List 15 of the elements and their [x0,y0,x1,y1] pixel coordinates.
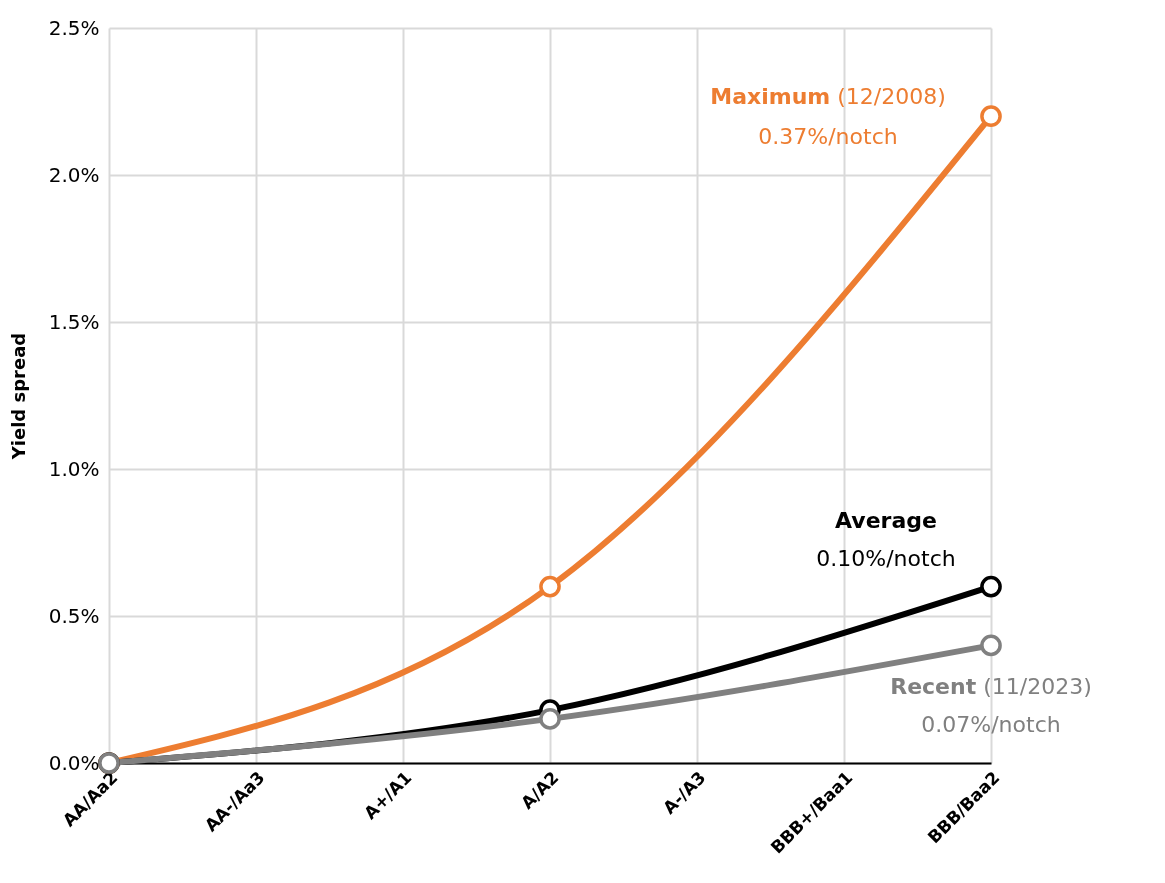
y-axis-title: Yield spread [7,332,29,461]
y-tick-label: 0.5% [48,603,100,628]
y-tick-label: 2.0% [48,162,100,187]
text: Average [835,507,937,533]
text: Maximum [710,84,831,110]
annotation: 0.07%/notch [921,712,1061,738]
y-tick-label: 1.0% [48,456,100,481]
annotation: (11/2023) [983,674,1092,700]
annotation: 0.10%/notch [816,545,956,571]
y-tick-label: 0.0% [48,750,100,775]
annotation: (12/2008) [837,84,946,110]
y-tick-label: 1.5% [48,309,100,334]
annotation: 0.37%/notch [758,124,898,150]
series-label: Recent [890,674,977,700]
y-tick-label: 2.5% [48,15,100,40]
